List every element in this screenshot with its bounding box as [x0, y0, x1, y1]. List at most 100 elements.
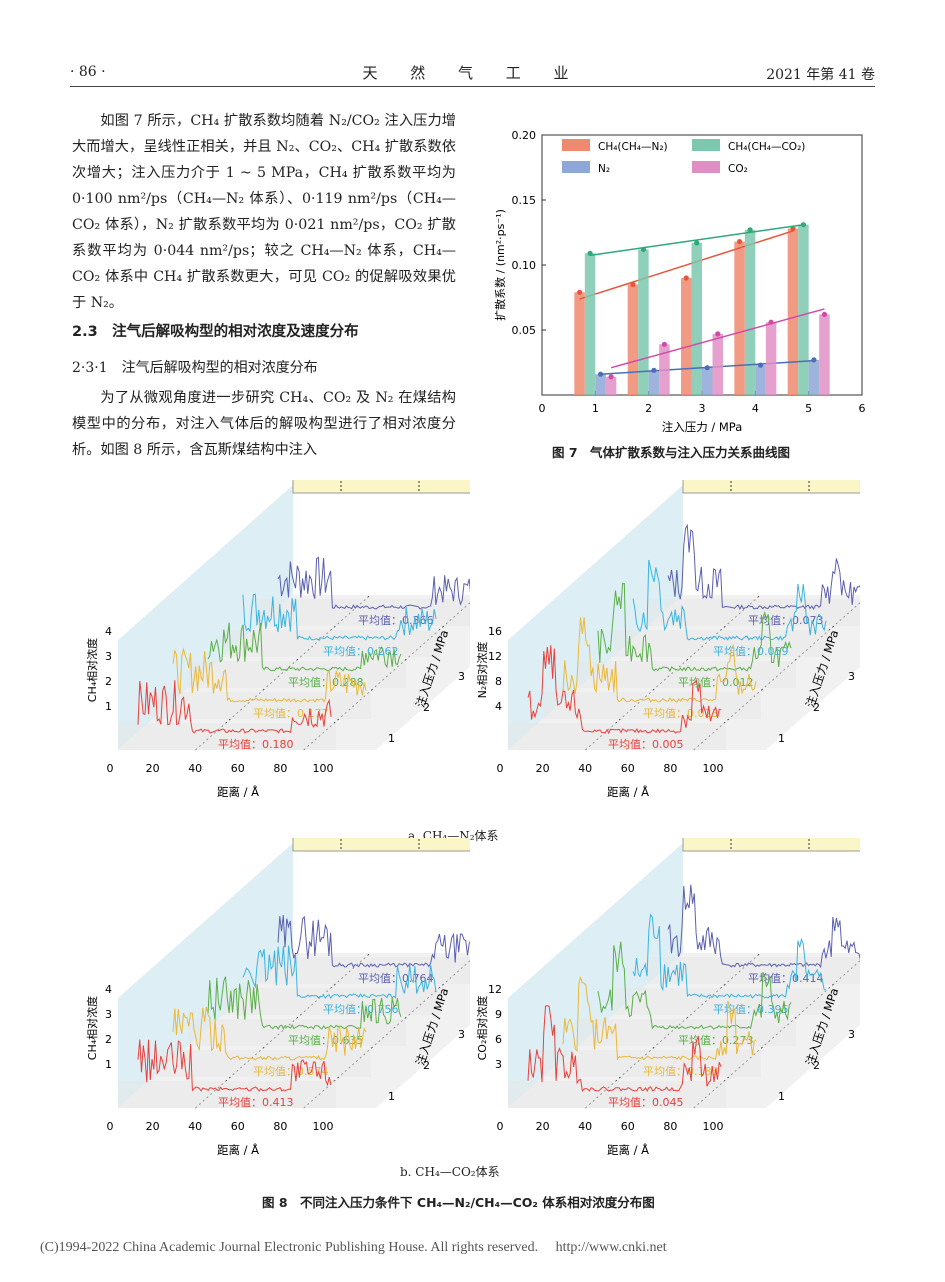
- trend-line: [579, 230, 794, 300]
- x-axis-label: 距离 / Å: [217, 1142, 259, 1157]
- bar: [744, 229, 756, 395]
- bar: [648, 370, 660, 395]
- y-tick-label: 4: [495, 700, 502, 713]
- region-box: [682, 838, 860, 852]
- floor-plane: [508, 953, 860, 1108]
- x-tick-label: 3: [699, 402, 706, 415]
- average-label: 平均值：0.262: [323, 645, 399, 658]
- legend-swatch: [692, 139, 720, 151]
- bar: [787, 228, 799, 395]
- average-label: 平均值：0.764: [358, 972, 434, 985]
- x-tick-label: 0: [497, 762, 504, 775]
- x-tick-label: 0: [539, 402, 546, 415]
- x-tick-label: 4: [752, 402, 759, 415]
- data-point: [757, 362, 764, 368]
- copyright-footer: (C)1994-2022 China Academic Journal Elec…: [40, 1240, 667, 1255]
- bar: [712, 333, 723, 395]
- guide-line: [693, 960, 860, 1109]
- average-label: 平均值：0.413: [218, 1096, 294, 1109]
- y-tick-label: 2: [105, 1033, 112, 1046]
- x-tick-label: 20: [536, 1120, 550, 1133]
- data-point: [608, 374, 614, 380]
- data-point: [661, 341, 668, 347]
- layer-plane: [258, 599, 470, 626]
- z-tick-label: 3: [848, 1028, 855, 1041]
- y-axis-label: CH₄相对浓度: [85, 638, 99, 702]
- y-axis-label: N₂相对浓度: [475, 642, 489, 699]
- subsection-heading: 2·3·1 注气后解吸构型的相对浓度分布: [72, 360, 318, 376]
- data-point: [811, 357, 817, 363]
- guide-line: [195, 952, 371, 1109]
- x-tick-label: 80: [663, 1120, 677, 1133]
- figure-8b-label: b. CH₄—CO₂体系: [400, 1165, 500, 1179]
- average-label: 平均值：0.395: [713, 1003, 789, 1016]
- y-tick-label: 0.15: [512, 194, 537, 207]
- guide-line: [693, 602, 860, 751]
- y-tick-label: 3: [105, 1008, 112, 1021]
- y-tick-label: 3: [105, 650, 112, 663]
- bar: [765, 322, 777, 395]
- data-point: [736, 239, 743, 245]
- concentration-curve: [137, 680, 332, 734]
- concentration-curve: [667, 884, 860, 969]
- y-tick-label: 1: [105, 700, 112, 713]
- section-heading: 2.3 注气后解吸构型的相对浓度及速度分布: [72, 324, 359, 340]
- panel-ch4-n2-n2: 分子层真空层分子层平均值：0.073平均值：0.059平均值：0.012平均值：…: [475, 480, 860, 799]
- layer-plane: [188, 661, 406, 688]
- data-point: [630, 281, 636, 288]
- y-tick-label: 12: [488, 983, 502, 996]
- figure-7-caption: 图 7 气体扩散系数与注入压力关系曲线图: [552, 445, 791, 460]
- z-tick-label: 3: [458, 670, 465, 683]
- x-tick-label: 100: [703, 1120, 724, 1133]
- y-tick-label: 1: [105, 1058, 112, 1071]
- concentration-curve: [527, 645, 722, 735]
- data-point: [640, 246, 647, 252]
- x-tick-label: 80: [663, 762, 677, 775]
- data-point: [768, 319, 774, 325]
- guide-line: [585, 594, 761, 751]
- average-label: 平均值：0.183: [643, 1065, 719, 1078]
- guide-line: [195, 594, 371, 751]
- x-tick-label: 0: [107, 762, 114, 775]
- concentration-curve: [562, 975, 757, 1061]
- layer-plane: [578, 1019, 796, 1046]
- y-tick-label: 4: [105, 625, 112, 638]
- bar: [584, 253, 596, 395]
- concentration-curve: [207, 976, 402, 1031]
- issue-label: 2021 年第 41 卷: [766, 67, 875, 83]
- x-tick-label: 20: [146, 1120, 160, 1133]
- average-label: 平均值：0.005: [608, 738, 684, 751]
- z-tick-label: 1: [388, 732, 395, 745]
- y-axis-label: CO₂相对浓度: [475, 996, 489, 1061]
- concentration-curve: [667, 523, 860, 611]
- data-point: [704, 365, 710, 371]
- x-tick-label: 80: [273, 1120, 287, 1133]
- y-axis-label: CH₄相对浓度: [85, 996, 99, 1060]
- average-label: 平均值：0.574: [253, 1065, 329, 1078]
- running-header: · 86 · 天 然 气 工 业 2021 年第 41 卷: [70, 62, 875, 87]
- figure-8-caption: 图 8 不同注入压力条件下 CH₄—N₂/CH₄—CO₂ 体系相对浓度分布图: [262, 1195, 655, 1210]
- concentration-curve: [597, 582, 792, 673]
- x-tick-label: 60: [621, 762, 635, 775]
- data-point: [715, 331, 721, 337]
- y-axis-label: 扩散系数 / (nm²·ps⁻¹): [493, 209, 507, 321]
- y-tick-label: 8: [495, 675, 502, 688]
- average-label: 平均值：0.045: [608, 1096, 684, 1109]
- data-point: [790, 226, 796, 232]
- bar: [605, 376, 617, 395]
- bar: [574, 292, 585, 395]
- bar: [659, 344, 670, 395]
- bar: [808, 359, 820, 395]
- average-label: 平均值：0.180: [218, 738, 294, 751]
- concentration-curve: [172, 647, 367, 703]
- x-tick-label: 40: [578, 762, 592, 775]
- bar: [638, 249, 649, 395]
- layer-plane: [508, 723, 726, 750]
- legend-label: N₂: [598, 163, 610, 175]
- data-point: [683, 275, 689, 281]
- data-point: [821, 311, 828, 317]
- page-number: · 86 ·: [70, 64, 106, 80]
- y-tick-label: 2: [105, 675, 112, 688]
- bar: [819, 314, 830, 395]
- layer-plane: [223, 630, 441, 657]
